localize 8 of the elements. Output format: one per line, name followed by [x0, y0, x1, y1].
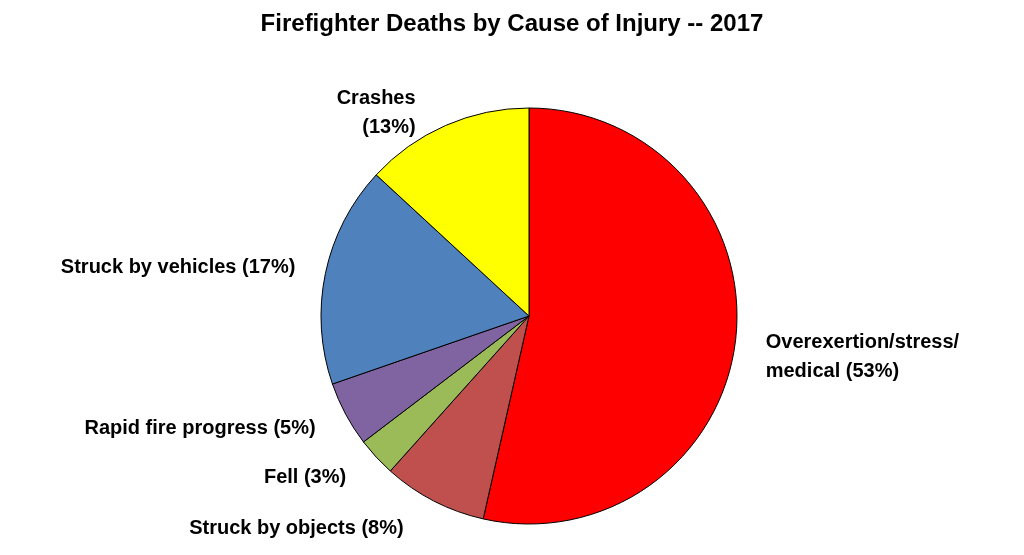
slice-label: Struck by objects (8%)	[189, 515, 404, 538]
slice-label: Rapid fire progress (5%)	[84, 416, 316, 439]
chart-title: Firefighter Deaths by Cause of Injury -- 2017	[260, 9, 764, 36]
slice-label: Struck by vehicles (17%)	[60, 255, 296, 278]
data-label: (13%)	[362, 114, 416, 137]
slice-label: Crashes	[336, 85, 416, 108]
slice-label: Overexertion/stress/medical (53%)	[765, 330, 960, 382]
slice-label: Fell (3%)	[263, 465, 347, 488]
